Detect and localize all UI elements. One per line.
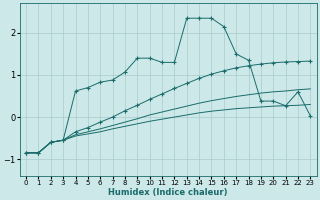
X-axis label: Humidex (Indice chaleur): Humidex (Indice chaleur) [108, 188, 228, 197]
